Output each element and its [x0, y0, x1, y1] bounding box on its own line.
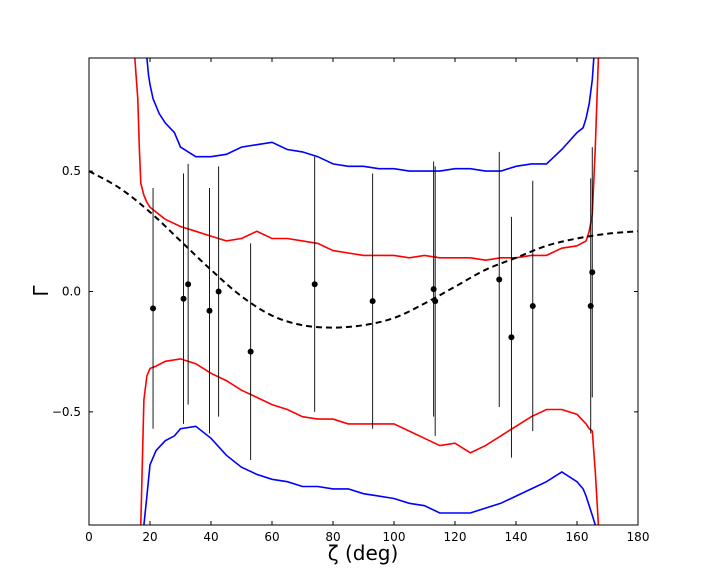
data-point: [185, 281, 192, 288]
x-tick-label: 160: [566, 530, 589, 544]
x-tick-label: 120: [444, 530, 467, 544]
data-point: [430, 286, 437, 293]
bound-curve-blue-2: [146, 58, 595, 172]
y-tick-label: 0.5: [62, 164, 81, 178]
data-point: [529, 302, 536, 309]
y-tick-label: 0.0: [62, 285, 81, 299]
x-tick-label: 80: [325, 530, 340, 544]
x-tick-label: 180: [627, 530, 650, 544]
bound-curves: [134, 58, 600, 525]
data-point: [150, 305, 157, 312]
model-curve: [89, 170, 638, 329]
x-tick-label: 60: [264, 530, 279, 544]
y-axis-label: Γ: [29, 285, 53, 297]
plot-frame: [88, 57, 639, 526]
data-point: [508, 334, 515, 341]
y-axis-ticks: −0.5 0.0 0.5: [52, 164, 638, 419]
data-point: [496, 276, 503, 283]
x-tick-label: 20: [142, 530, 157, 544]
data-point: [247, 348, 254, 355]
data-point: [206, 307, 213, 314]
data-point: [432, 298, 439, 305]
x-tick-label: 40: [203, 530, 218, 544]
bound-curve-red-1: [140, 358, 600, 525]
x-tick-label: 100: [383, 530, 406, 544]
model-curve-line: [89, 170, 638, 329]
data-points: [150, 269, 596, 355]
data-point: [587, 302, 594, 309]
x-tick-label: 0: [85, 530, 93, 544]
bound-curve-red-0: [134, 58, 600, 262]
x-axis-ticks: 0 20 40 60 80 100 120 140 160 180: [85, 58, 649, 544]
y-tick-label: −0.5: [52, 405, 81, 419]
bound-curve-blue-3: [143, 425, 597, 525]
data-point: [311, 281, 318, 288]
data-point: [180, 295, 187, 302]
data-point: [589, 269, 596, 276]
data-point: [369, 298, 376, 305]
data-point: [215, 288, 222, 295]
x-axis-label: ζ (deg): [328, 541, 399, 565]
x-tick-label: 140: [505, 530, 528, 544]
